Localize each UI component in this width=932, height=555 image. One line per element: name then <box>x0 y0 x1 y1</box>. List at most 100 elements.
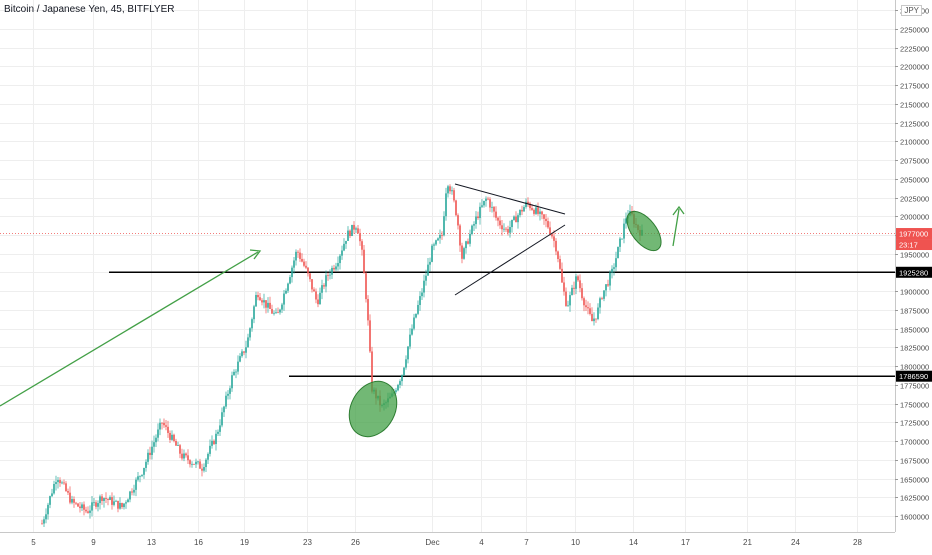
candle-body <box>533 209 535 214</box>
candle-body <box>543 214 545 219</box>
candle-body <box>407 346 409 360</box>
candle-body <box>339 255 341 264</box>
candle-body <box>139 475 141 477</box>
y-tick-label: 2250000 <box>900 26 929 35</box>
candle-body <box>107 499 109 500</box>
candle-body <box>55 482 57 484</box>
trend-arrow-head[interactable] <box>249 249 262 260</box>
candle-body <box>99 496 101 504</box>
up-arrow-head[interactable] <box>672 205 685 216</box>
candle-body <box>607 284 609 286</box>
y-tick-label: 1725000 <box>900 419 929 428</box>
candle-body <box>409 334 411 347</box>
y-tick-label: 1700000 <box>900 438 929 447</box>
candle-body <box>305 265 307 268</box>
candle-body <box>335 266 337 270</box>
candle-body <box>309 273 311 280</box>
candle-body <box>151 446 153 455</box>
candle-body <box>41 523 43 525</box>
top-ellipse[interactable] <box>620 205 667 256</box>
candle-body <box>517 215 519 223</box>
candle-body <box>189 460 191 465</box>
candle-body <box>319 292 321 305</box>
support-ellipse[interactable] <box>340 373 406 445</box>
candle-body <box>395 390 397 392</box>
candle-body <box>605 284 607 291</box>
candle-body <box>485 198 487 201</box>
candle-body <box>295 251 297 261</box>
candle-body <box>63 482 65 484</box>
candle-body <box>321 285 323 293</box>
candle-body <box>553 236 555 241</box>
candle-body <box>611 268 613 273</box>
candle-body <box>95 502 97 507</box>
chart-title: Bitcoin / Japanese Yen, 45, BITFLYER <box>4 4 175 15</box>
x-tick-label: 23 <box>303 538 312 547</box>
y-tick-label: 2050000 <box>900 176 929 185</box>
candle-body <box>263 300 265 303</box>
candle-body <box>193 463 195 465</box>
trend-arrow-line[interactable] <box>0 251 259 407</box>
horizontal-levels[interactable] <box>0 233 895 377</box>
candle-body <box>43 519 45 524</box>
x-tick-label: 28 <box>853 538 862 547</box>
candle-body <box>561 268 563 283</box>
candle-body <box>153 442 155 447</box>
y-tick-label: 2175000 <box>900 82 929 91</box>
candle-body <box>137 476 139 480</box>
candle-body <box>613 267 615 269</box>
candle-body <box>67 491 69 493</box>
currency-badge[interactable]: JPY <box>901 5 922 16</box>
x-tick-label: 7 <box>524 538 529 547</box>
candle-body <box>575 276 577 289</box>
drawings[interactable] <box>0 183 685 445</box>
candle-body <box>481 205 483 207</box>
candle-body <box>413 317 415 329</box>
candle-body <box>199 461 201 469</box>
candle-body <box>589 308 591 314</box>
candle-body <box>145 461 147 468</box>
triangle-upper-line[interactable] <box>454 183 566 215</box>
candle-body <box>115 500 117 502</box>
candle-body <box>317 299 319 305</box>
candle-body <box>501 225 503 230</box>
candle-body <box>479 206 481 219</box>
candle-body <box>623 223 625 239</box>
x-tick-label: 24 <box>791 538 800 547</box>
candle-body <box>343 243 345 251</box>
x-tick-label: 21 <box>743 538 752 547</box>
candle-body <box>157 429 159 438</box>
candle-body <box>113 501 115 505</box>
candle-body <box>327 275 329 277</box>
candle-body <box>455 200 457 216</box>
y-tick-label: 1900000 <box>900 288 929 297</box>
candle-body <box>535 207 537 214</box>
y-tick-label: 2100000 <box>900 138 929 147</box>
candle-body <box>109 497 111 500</box>
candle-body <box>221 412 223 426</box>
candle-body <box>269 302 271 309</box>
y-tick-label: 2225000 <box>900 45 929 54</box>
candle-body <box>121 502 123 508</box>
candle-body <box>411 328 413 335</box>
candle-body <box>565 291 567 306</box>
candle-body <box>159 422 161 430</box>
x-tick-label: Dec <box>425 538 439 547</box>
resistance-tag: 1925280 <box>899 268 928 277</box>
y-tick-label: 1750000 <box>900 401 929 410</box>
candle-body <box>69 492 71 503</box>
candle-body <box>403 367 405 376</box>
candle-body <box>497 217 499 221</box>
candle-body <box>311 279 313 290</box>
candle-body <box>131 491 133 493</box>
candle-body <box>187 455 189 461</box>
candle-body <box>279 309 281 313</box>
x-tick-label: 10 <box>571 538 580 547</box>
up-arrow-line[interactable] <box>672 208 680 247</box>
candle-body <box>225 395 227 407</box>
triangle-lower-line[interactable] <box>454 224 566 296</box>
candle-body <box>111 497 113 505</box>
candle-body <box>237 361 239 372</box>
